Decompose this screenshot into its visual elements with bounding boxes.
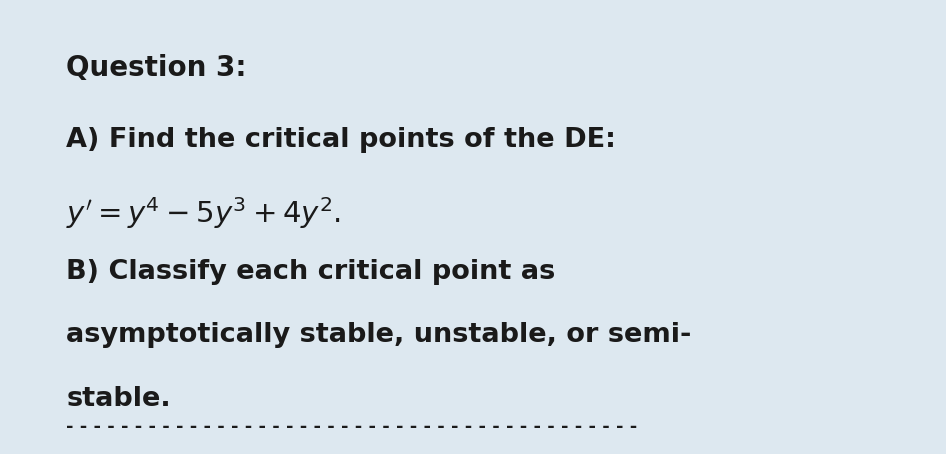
Text: Question 3:: Question 3: (66, 54, 247, 83)
Text: stable.: stable. (66, 386, 171, 412)
Text: - - - - - - - - - - - - - - - - - - - - - - - - - - - - - - - - - - - - - - - - : - - - - - - - - - - - - - - - - - - - - … (66, 418, 638, 436)
Text: B) Classify each critical point as: B) Classify each critical point as (66, 259, 555, 285)
Text: $y' = y^4 - 5y^3 + 4y^2.$: $y' = y^4 - 5y^3 + 4y^2.$ (66, 195, 342, 231)
Text: asymptotically stable, unstable, or semi-: asymptotically stable, unstable, or semi… (66, 322, 692, 348)
Text: A) Find the critical points of the DE:: A) Find the critical points of the DE: (66, 127, 616, 153)
